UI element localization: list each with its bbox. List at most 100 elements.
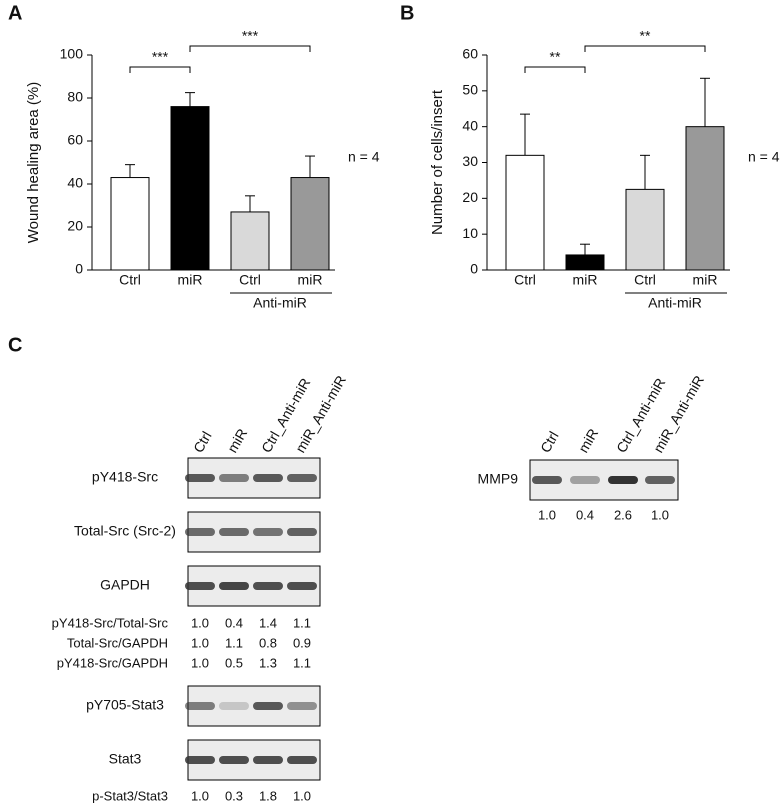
ratio-label: p-Stat3/Stat3 xyxy=(92,788,168,803)
blot-band xyxy=(185,756,215,764)
x-tick-label: miR xyxy=(298,272,323,288)
y-tick-label: 100 xyxy=(60,46,84,62)
bar xyxy=(625,188,665,271)
significance-label: ** xyxy=(640,28,651,44)
blot-band xyxy=(219,582,249,590)
sample-size: n = 4 xyxy=(348,149,380,165)
bar xyxy=(685,126,725,271)
blot-band xyxy=(570,476,600,484)
panel-label: A xyxy=(8,2,22,24)
y-tick-label: 50 xyxy=(462,82,478,98)
y-tick-label: 10 xyxy=(462,225,478,241)
ratio-value: 1.0 xyxy=(293,788,311,803)
blot-band xyxy=(645,476,675,484)
ratio-value: 1.0 xyxy=(191,615,209,630)
blot-band xyxy=(185,702,215,710)
x-tick-label: miR xyxy=(573,272,598,288)
blot-band xyxy=(253,582,283,590)
blot-band xyxy=(287,702,317,710)
ratio-value: 2.6 xyxy=(614,507,632,522)
group-label: Anti-miR xyxy=(648,295,702,311)
x-tick-label: Ctrl xyxy=(514,272,536,288)
ratio-value: 1.3 xyxy=(259,655,277,670)
blot-band xyxy=(532,476,562,484)
significance-label: *** xyxy=(242,28,259,44)
ratio-value: 0.4 xyxy=(576,507,594,522)
ratio-value: 0.5 xyxy=(225,655,243,670)
y-axis-label: Wound healing area (%) xyxy=(25,82,42,243)
blot-band xyxy=(253,702,283,710)
blot-band xyxy=(287,756,317,764)
blot-band xyxy=(608,476,638,484)
blot-band xyxy=(185,474,215,482)
y-tick-label: 20 xyxy=(67,218,83,234)
panel-label: C xyxy=(8,334,22,356)
lane-label: Ctrl xyxy=(190,428,215,455)
ratio-value: 1.0 xyxy=(191,635,209,650)
lane-label: Ctrl xyxy=(537,428,562,455)
y-axis-label: Number of cells/insert xyxy=(429,89,446,235)
ratio-label: pY418-Src/Total-Src xyxy=(52,615,169,630)
blot-band xyxy=(185,582,215,590)
ratio-value: 1.0 xyxy=(191,655,209,670)
significance-bracket xyxy=(189,45,311,52)
blot-label: GAPDH xyxy=(100,577,150,593)
blot-band xyxy=(253,474,283,482)
x-tick-label: miR xyxy=(178,272,203,288)
blot-band xyxy=(253,528,283,536)
blot-band xyxy=(287,582,317,590)
blot-band xyxy=(219,756,249,764)
significance-bracket xyxy=(584,45,706,52)
blot-band xyxy=(185,528,215,536)
blot-label: pY705-Stat3 xyxy=(86,697,164,713)
ratio-value: 1.0 xyxy=(538,507,556,522)
ratio-value: 1.1 xyxy=(225,635,243,650)
lane-label: miR xyxy=(575,426,601,456)
sample-size: n = 4 xyxy=(748,149,780,165)
x-tick-label: Ctrl xyxy=(634,272,656,288)
ratio-label: pY418-Src/GAPDH xyxy=(57,655,168,670)
bar xyxy=(170,106,210,271)
y-tick-label: 40 xyxy=(462,117,478,133)
panel-label: B xyxy=(400,2,414,24)
x-tick-label: Ctrl xyxy=(119,272,141,288)
ratio-value: 0.3 xyxy=(225,788,243,803)
blot-band xyxy=(287,474,317,482)
ratio-value: 1.1 xyxy=(293,655,311,670)
blot-label: MMP9 xyxy=(478,471,519,487)
blot-band xyxy=(287,528,317,536)
ratio-label: Total-Src/GAPDH xyxy=(67,635,168,650)
significance-bracket xyxy=(524,66,586,73)
y-tick-label: 80 xyxy=(67,89,83,105)
significance-label: *** xyxy=(152,49,169,65)
blot-label: pY418-Src xyxy=(92,469,158,485)
y-tick-label: 20 xyxy=(462,189,478,205)
y-tick-label: 40 xyxy=(67,175,83,191)
significance-bracket xyxy=(129,66,191,73)
x-tick-label: Ctrl xyxy=(239,272,261,288)
lane-label: miR xyxy=(224,426,250,456)
y-tick-label: 30 xyxy=(462,153,478,169)
x-tick-label: miR xyxy=(693,272,718,288)
ratio-value: 0.4 xyxy=(225,615,243,630)
blot-band xyxy=(219,702,249,710)
y-tick-label: 60 xyxy=(67,132,83,148)
ratio-value: 0.9 xyxy=(293,635,311,650)
significance-label: ** xyxy=(550,49,561,65)
blot-band xyxy=(253,756,283,764)
blot-band xyxy=(219,528,249,536)
ratio-value: 1.1 xyxy=(293,615,311,630)
ratio-value: 1.8 xyxy=(259,788,277,803)
ratio-value: 1.0 xyxy=(651,507,669,522)
y-tick-label: 60 xyxy=(462,46,478,62)
blot-label: Total-Src (Src-2) xyxy=(74,523,176,539)
group-label: Anti-miR xyxy=(253,295,307,311)
ratio-value: 1.0 xyxy=(191,788,209,803)
bar xyxy=(290,177,330,271)
y-tick-label: 0 xyxy=(75,261,83,277)
bar xyxy=(565,254,605,271)
blot-label: Stat3 xyxy=(109,751,142,767)
bar xyxy=(230,211,270,271)
blot-band xyxy=(219,474,249,482)
